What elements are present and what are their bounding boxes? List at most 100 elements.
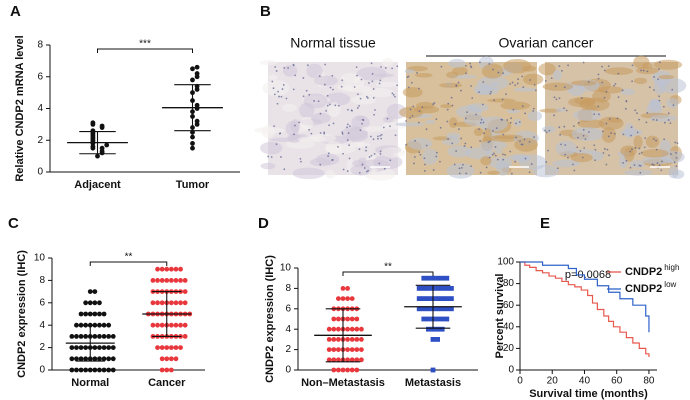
nucleus — [366, 97, 369, 99]
nucleus — [327, 152, 330, 155]
data-point — [173, 278, 179, 283]
nucleus — [553, 96, 556, 99]
data-point — [449, 286, 454, 291]
nucleus — [658, 164, 661, 167]
nucleus — [458, 128, 460, 131]
x-tick-label: Cancer — [148, 377, 186, 389]
data-point — [326, 357, 332, 363]
nucleus — [663, 121, 666, 124]
nucleus — [353, 86, 356, 88]
nucleus — [671, 88, 674, 91]
tissue-blob — [447, 145, 471, 158]
nucleus — [465, 172, 468, 175]
data-point — [78, 334, 84, 339]
data-point — [340, 296, 346, 301]
nucleus — [374, 109, 376, 111]
x-tick-label: Normal — [71, 377, 109, 389]
tissue-blob — [552, 159, 580, 168]
nucleus — [558, 97, 561, 100]
data-point — [182, 334, 188, 339]
tissue-blob — [473, 127, 484, 137]
nucleus — [331, 74, 334, 77]
nucleus — [358, 171, 361, 174]
nucleus — [293, 133, 295, 136]
nucleus — [373, 152, 376, 155]
tissue-blob — [399, 106, 424, 119]
data-point — [150, 278, 156, 283]
nucleus — [272, 87, 275, 90]
nucleus — [405, 143, 407, 146]
nucleus — [417, 121, 420, 124]
nucleus — [292, 63, 295, 66]
nucleus — [559, 133, 562, 136]
data-point — [331, 337, 337, 342]
data-point — [155, 278, 160, 283]
nucleus — [636, 131, 639, 134]
nucleus — [365, 149, 367, 152]
tissue-blob — [597, 86, 623, 94]
tissue-blob — [287, 133, 302, 144]
data-point — [435, 275, 440, 281]
nucleus — [582, 128, 585, 131]
data-point — [421, 306, 427, 312]
data-point — [345, 357, 350, 363]
nucleus — [593, 113, 596, 116]
data-point — [164, 345, 170, 350]
nucleus — [606, 148, 609, 151]
y-axis-label: CNDP2 expression (IHC) — [264, 255, 276, 383]
nucleus — [406, 76, 409, 79]
data-point — [97, 311, 102, 317]
nucleus — [644, 137, 647, 139]
nucleus — [638, 147, 641, 150]
data-point — [194, 118, 200, 124]
data-point — [178, 300, 183, 306]
nucleus — [488, 140, 491, 143]
nucleus — [629, 166, 632, 169]
nucleus — [302, 77, 305, 79]
tissue-blob — [570, 153, 593, 163]
nucleus — [372, 138, 375, 141]
nucleus — [603, 96, 606, 99]
data-point — [359, 357, 364, 363]
nucleus — [340, 85, 343, 88]
data-point — [340, 367, 346, 373]
data-point — [92, 356, 98, 362]
data-point — [326, 326, 332, 332]
data-point — [74, 334, 79, 339]
nucleus — [598, 113, 600, 116]
tissue-blob — [604, 67, 634, 76]
data-point — [444, 306, 450, 312]
nucleus — [313, 100, 315, 102]
significance-label: ** — [125, 252, 133, 263]
data-point — [435, 316, 440, 322]
nucleus — [565, 109, 568, 112]
data-point — [359, 337, 364, 342]
nucleus — [550, 77, 553, 79]
y-tick-label: 0 — [508, 365, 514, 376]
y-tick-label: 100 — [497, 257, 514, 268]
data-point — [168, 278, 174, 283]
nucleus — [378, 162, 381, 165]
nucleus — [414, 139, 417, 142]
nucleus — [608, 117, 611, 120]
data-point — [331, 357, 337, 363]
nucleus — [370, 135, 372, 138]
tissue-blob — [402, 87, 423, 98]
nucleus — [638, 118, 641, 121]
nucleus — [410, 81, 413, 84]
tissue-blob — [439, 82, 463, 88]
survival-curve — [520, 261, 650, 358]
nucleus — [584, 138, 587, 141]
nucleus — [581, 156, 584, 159]
nucleus — [379, 79, 382, 82]
nucleus — [501, 98, 504, 101]
tissue-blob — [479, 140, 508, 150]
tissue-blob — [495, 160, 510, 176]
tissue-blob — [327, 102, 341, 118]
tissue-blob — [306, 63, 323, 79]
data-point — [421, 286, 427, 291]
tissue-blob — [300, 116, 314, 130]
nucleus — [281, 88, 284, 90]
data-point — [190, 145, 195, 151]
